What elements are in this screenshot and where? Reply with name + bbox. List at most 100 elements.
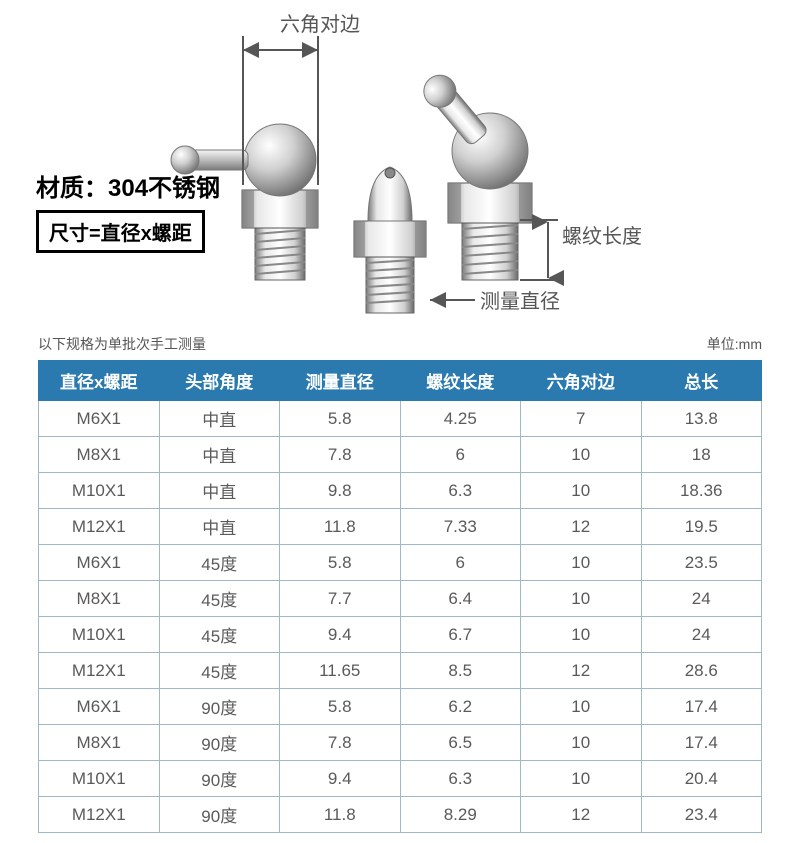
table-cell: M12X1 [39,653,160,689]
table-row: M8X1中直7.861018 [39,437,762,473]
table-row: M10X145度9.46.71024 [39,617,762,653]
table-cell: 90度 [159,761,280,797]
measure-diameter-label: 测量直径 [480,285,560,314]
table-cell: 6.2 [400,689,521,725]
table-cell: 7 [521,401,642,437]
table-cell: M10X1 [39,617,160,653]
table-cell: 12 [521,509,642,545]
table-cell: 中直 [159,509,280,545]
table-row: M6X1中直5.84.25713.8 [39,401,762,437]
table-cell: 10 [521,581,642,617]
table-cell: M10X1 [39,473,160,509]
table-row: M8X190度7.86.51017.4 [39,725,762,761]
table-row: M12X145度11.658.51228.6 [39,653,762,689]
col-header: 螺纹长度 [400,361,521,401]
table-cell: 10 [521,437,642,473]
table-cell: 10 [521,545,642,581]
table-cell: 6.3 [400,761,521,797]
thread-length-label: 螺纹长度 [562,220,642,249]
table-cell: 45度 [159,617,280,653]
table-cell: 20.4 [641,761,762,797]
table-row: M6X145度5.861023.5 [39,545,762,581]
table-cell: 6.4 [400,581,521,617]
table-cell: 6.7 [400,617,521,653]
col-header: 直径x螺距 [39,361,160,401]
table-cell: 中直 [159,401,280,437]
table-cell: 11.65 [280,653,401,689]
table-row: M12X190度11.88.291223.4 [39,797,762,833]
table-cell: 6.3 [400,473,521,509]
table-row: M10X1中直9.86.31018.36 [39,473,762,509]
table-cell: M12X1 [39,509,160,545]
table-cell: 23.4 [641,797,762,833]
table-cell: 24 [641,617,762,653]
table-cell: M8X1 [39,437,160,473]
table-cell: 90度 [159,797,280,833]
table-cell: 中直 [159,473,280,509]
table-cell: 11.8 [280,509,401,545]
table-cell: 5.8 [280,545,401,581]
col-header: 总长 [641,361,762,401]
table-cell: M6X1 [39,545,160,581]
table-cell: 12 [521,797,642,833]
table-cell: 28.6 [641,653,762,689]
col-header: 测量直径 [280,361,401,401]
table-cell: 4.25 [400,401,521,437]
table-cell: 13.8 [641,401,762,437]
table-cell: 24 [641,581,762,617]
table-cell: 6.5 [400,725,521,761]
table-cell: 5.8 [280,401,401,437]
table-cell: 7.8 [280,725,401,761]
table-cell: M10X1 [39,761,160,797]
table-cell: 9.8 [280,473,401,509]
fittings-svg [0,0,800,330]
col-header: 头部角度 [159,361,280,401]
table-cell: M6X1 [39,689,160,725]
table-cell: 7.8 [280,437,401,473]
table-cell: M8X1 [39,581,160,617]
spec-table: 直径x螺距头部角度测量直径螺纹长度六角对边总长 M6X1中直5.84.25713… [38,360,762,833]
table-cell: 7.7 [280,581,401,617]
table-cell: 5.8 [280,689,401,725]
material-label: 材质：304不锈钢 [36,168,220,203]
table-row: M6X190度5.86.21017.4 [39,689,762,725]
table-cell: 11.8 [280,797,401,833]
table-cell: 90度 [159,725,280,761]
hex-flats-label: 六角对边 [280,8,360,37]
table-cell: 19.5 [641,509,762,545]
table-cell: 8.29 [400,797,521,833]
table-cell: 10 [521,689,642,725]
table-cell: 45度 [159,545,280,581]
table-cell: 9.4 [280,617,401,653]
spec-table-area: 以下规格为单批次手工测量 单位:mm 直径x螺距头部角度测量直径螺纹长度六角对边… [0,330,800,843]
table-caption-right: 单位:mm [707,334,762,354]
table-cell: 23.5 [641,545,762,581]
table-cell: 90度 [159,689,280,725]
table-cell: 17.4 [641,689,762,725]
table-cell: 10 [521,761,642,797]
table-cell: 9.4 [280,761,401,797]
table-cell: 18.36 [641,473,762,509]
table-row: M12X1中直11.87.331219.5 [39,509,762,545]
col-header: 六角对边 [521,361,642,401]
table-cell: 中直 [159,437,280,473]
table-cell: 45度 [159,581,280,617]
table-cell: 18 [641,437,762,473]
table-cell: 10 [521,473,642,509]
size-formula-box: 尺寸=直径x螺距 [36,210,205,253]
table-cell: 7.33 [400,509,521,545]
table-caption-left: 以下规格为单批次手工测量 [38,334,206,354]
table-cell: 12 [521,653,642,689]
table-cell: 6 [400,437,521,473]
product-diagram: 六角对边 材质：304不锈钢 尺寸=直径x螺距 螺纹长度 测量直径 [0,0,800,330]
table-cell: 10 [521,725,642,761]
table-cell: M6X1 [39,401,160,437]
table-cell: 6 [400,545,521,581]
table-cell: 10 [521,617,642,653]
table-cell: M8X1 [39,725,160,761]
table-cell: M12X1 [39,797,160,833]
table-row: M8X145度7.76.41024 [39,581,762,617]
table-row: M10X190度9.46.31020.4 [39,761,762,797]
table-cell: 45度 [159,653,280,689]
table-cell: 17.4 [641,725,762,761]
